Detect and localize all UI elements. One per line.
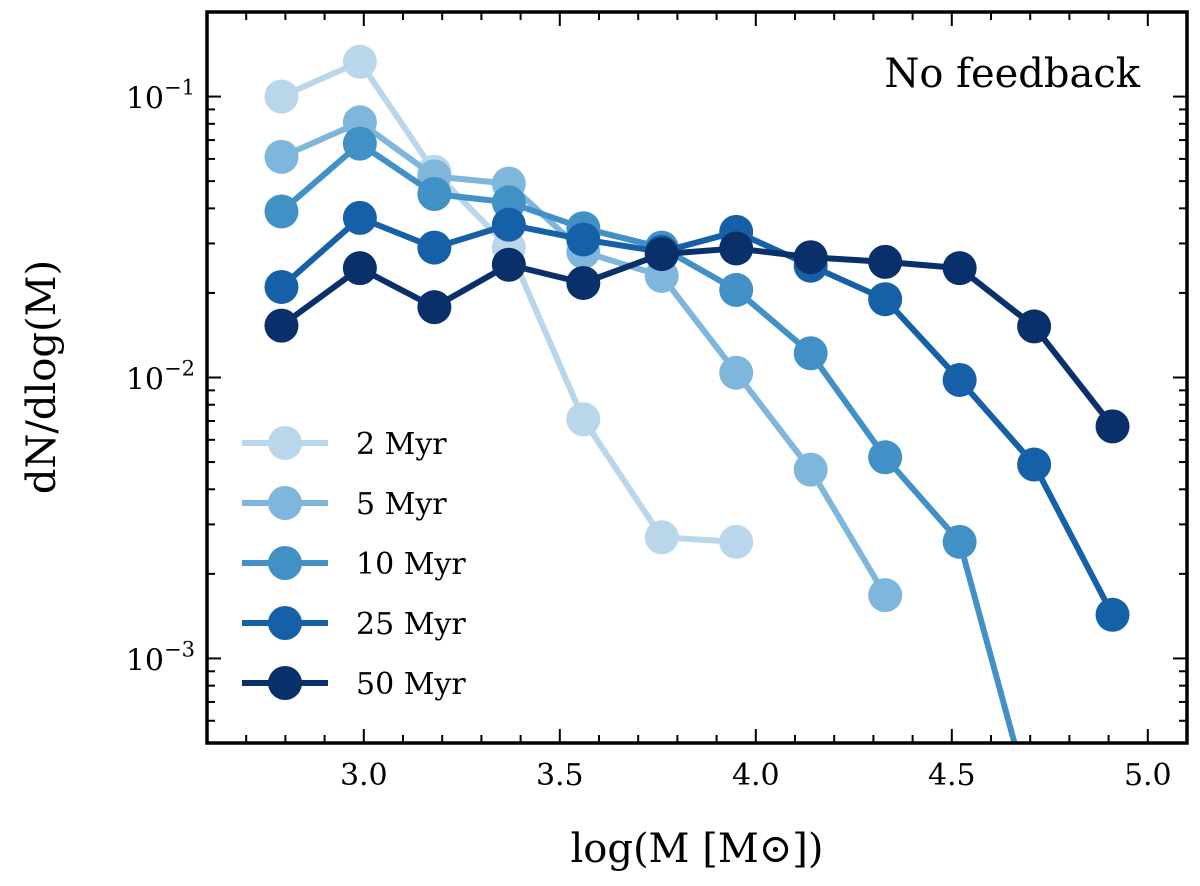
data-point [942,524,977,559]
legend-item: 2 Myr [242,426,447,462]
annotation-no-feedback: No feedback [884,51,1140,97]
legend-marker [268,426,302,460]
legend-item: 25 Myr [242,606,466,642]
data-point [491,247,526,282]
y-axis-title: dN/dlog(M) [19,260,65,494]
data-point [868,244,903,279]
y-tick-label: 10−2 [126,357,195,398]
data-point [868,578,903,613]
data-point [417,176,452,211]
data-point [417,290,452,325]
data-point [719,231,754,266]
data-point [342,44,377,79]
data-point [342,200,377,235]
data-point [264,269,299,304]
data-point [264,308,299,343]
x-tick-label: 4.0 [732,758,780,793]
legend-item: 50 Myr [242,666,466,702]
legend-label: 2 Myr [356,427,447,462]
data-point [1095,409,1130,444]
data-point [1017,309,1052,344]
series-25-myr [264,200,1130,632]
data-point [491,207,526,242]
y-tick-label: 10−1 [126,76,195,117]
data-point [342,251,377,286]
data-point [868,440,903,475]
data-point [1017,447,1052,482]
data-point [942,362,977,397]
y-tick-label: 10−3 [126,637,195,678]
legend-label: 5 Myr [356,487,447,522]
data-point [719,355,754,390]
data-point [644,520,679,555]
legend-marker [268,606,302,640]
legend-item: 10 Myr [242,546,466,582]
legend-marker [268,666,302,700]
data-point [417,230,452,265]
legend-marker [268,486,302,520]
legend-label: 25 Myr [356,607,466,642]
data-point [342,126,377,161]
legend: 2 Myr 5 Myr 10 Myr 25 Myr 50 Myr [242,426,466,702]
data-point [793,452,828,487]
data-point [719,272,754,307]
data-point [793,336,828,371]
legend-label: 50 Myr [356,667,466,702]
data-point [566,222,601,257]
data-point [264,79,299,114]
data-point [719,524,754,559]
data-point [566,402,601,437]
legend-marker [268,546,302,580]
x-axis-title: log(M [M⊙]) [570,826,823,872]
data-point [942,251,977,286]
data-point [264,194,299,229]
plot-frame [205,10,1189,745]
data-point [644,237,679,272]
series-50-myr [264,231,1130,444]
data-point [793,240,828,275]
x-tick-label: 3.0 [340,758,388,793]
x-tick-label: 4.5 [928,758,976,793]
x-tick-label: 5.0 [1124,758,1172,793]
data-point [264,139,299,174]
x-tick-label: 3.5 [536,758,584,793]
legend-item: 5 Myr [242,486,447,522]
legend-label: 10 Myr [356,547,466,582]
data-point [1095,597,1130,632]
data-point [566,265,601,300]
data-point [868,282,903,317]
axis-tick-labels: 3.0 3.5 4.0 4.5 5.0 10−1 10−2 10−3 [126,76,1172,793]
series-line [279,245,1115,429]
series-layer [264,44,1130,743]
